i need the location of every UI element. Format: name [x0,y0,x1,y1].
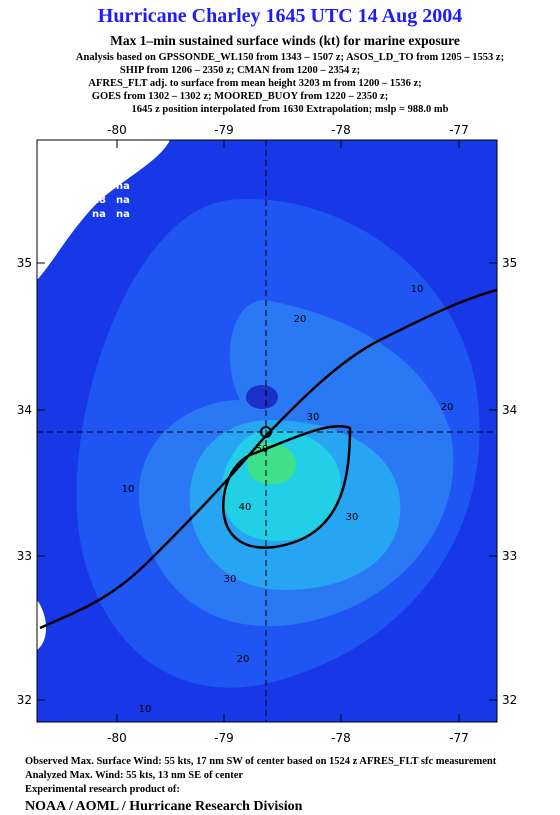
coastline [39,288,497,630]
title: Hurricane Charley 1645 UTC 14 Aug 2004 [98,5,462,27]
legend-cell: na [92,167,106,178]
no-data [37,140,170,280]
lat-tick-label: 34 [502,403,517,417]
credit: NOAA / AOML / Hurricane Research Divisio… [25,799,303,814]
lon-tick-label: -78 [331,731,351,745]
lon-tick-label: -78 [331,123,351,137]
analysis-line: SHIP from 1206 – 2350 z; CMAN from 1200 … [120,65,360,76]
contour-label: 30 [224,574,237,585]
contour-label: 30 [346,512,359,523]
analysis-line: Analysis based on GPSSONDE_WL150 from 13… [76,52,504,63]
contour-label: 20 [441,402,454,413]
legend-cell: 18 [92,195,106,206]
legend-cell: na [116,209,130,220]
wind-radius [222,424,352,549]
contour-label: 10 [139,704,152,715]
band-50 [247,442,296,485]
legend-cell: na [116,195,130,206]
lat-tick-label: 32 [17,693,32,707]
lat-tick-label: 33 [17,549,32,563]
lat-tick-label: 35 [17,256,32,270]
contour-label: 20 [237,654,250,665]
legend-cell: na [116,167,130,178]
analysis-line: AFRES_FLT adj. to surface from mean heig… [88,78,421,89]
contour-label: 50 [256,444,269,455]
lat-tick-label: 34 [17,403,32,417]
lat-tick-label: 33 [502,549,517,563]
footer-line: Observed Max. Surface Wind: 55 kts, 17 n… [25,756,497,767]
legend-column: 64K [97,152,120,163]
lat-tick-label: 32 [502,693,517,707]
legend-cell: 18 [92,181,106,192]
legend-header: (NM) [95,142,122,153]
position-note: 1645 z position interpolated from 1630 E… [132,104,449,115]
footer-line: Experimental research product of: [25,784,180,795]
contour-label: 10 [411,284,424,295]
lat-tick-label: 35 [502,256,517,270]
storm-center [260,426,272,438]
contour-label: 40 [239,502,252,513]
subtitle: Max 1–min sustained surface winds (kt) f… [110,33,460,48]
contour-label: 10 [122,484,135,495]
legend-cell: na [116,181,130,192]
lon-tick-label: -79 [214,731,234,745]
lon-tick-label: -77 [449,123,469,137]
lon-tick-label: -80 [107,731,127,745]
lon-tick-label: -80 [107,123,127,137]
analysis-line: GOES from 1302 – 1302 z; MOORED_BUOY fro… [92,91,388,102]
lon-tick-label: -79 [214,123,234,137]
map-frame [36,139,498,723]
contour-label: 20 [294,314,307,325]
lon-tick-label: -77 [449,731,469,745]
no-data [37,600,47,650]
footer-line: Analyzed Max. Wind: 55 kts, 13 nm SE of … [25,770,243,781]
legend-cell: na [92,209,106,220]
contour-label: 30 [307,412,320,423]
band-low [246,385,278,409]
